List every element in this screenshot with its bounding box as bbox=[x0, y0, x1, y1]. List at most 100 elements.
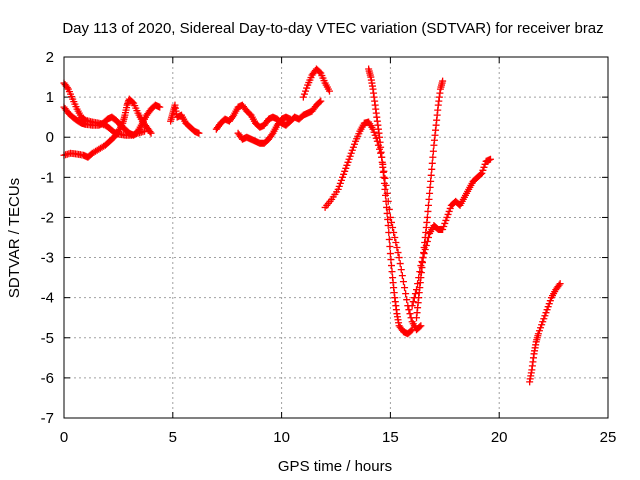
series-track-9 bbox=[365, 65, 416, 338]
y-tick-label: 2 bbox=[46, 49, 54, 66]
data-point bbox=[541, 312, 549, 320]
data-point bbox=[316, 98, 324, 106]
series-track-4 bbox=[167, 101, 203, 137]
data-point bbox=[535, 327, 543, 335]
data-point bbox=[156, 103, 164, 111]
data-point bbox=[446, 204, 454, 212]
data-point bbox=[443, 213, 451, 221]
data-point bbox=[342, 164, 350, 172]
data-point bbox=[480, 163, 488, 171]
data-point bbox=[424, 234, 432, 241]
data-point bbox=[317, 97, 325, 105]
data-point bbox=[440, 222, 448, 230]
data-point bbox=[396, 260, 404, 268]
data-point bbox=[339, 173, 347, 181]
data-point bbox=[388, 268, 396, 276]
data-point bbox=[425, 195, 433, 203]
data-point bbox=[408, 302, 416, 310]
data-point bbox=[397, 266, 405, 274]
data-point bbox=[384, 221, 392, 229]
data-point bbox=[348, 146, 356, 154]
data-point bbox=[414, 280, 422, 288]
data-points bbox=[60, 65, 564, 386]
data-point bbox=[383, 203, 391, 211]
y-tick-label: -1 bbox=[41, 169, 54, 186]
data-point bbox=[345, 155, 353, 163]
data-point bbox=[421, 246, 429, 254]
y-tick-label: -6 bbox=[41, 370, 54, 387]
data-point bbox=[415, 274, 423, 282]
data-point bbox=[403, 296, 411, 304]
chart-title: Day 113 of 2020, Sidereal Day-to-day VTE… bbox=[62, 20, 603, 37]
data-point bbox=[147, 129, 155, 137]
data-point bbox=[387, 256, 395, 264]
data-point bbox=[426, 183, 434, 191]
data-point bbox=[387, 218, 395, 226]
data-point bbox=[316, 68, 324, 76]
data-point bbox=[146, 128, 154, 136]
x-tick-label: 10 bbox=[273, 429, 290, 446]
data-point bbox=[427, 171, 435, 179]
y-tick-label: 1 bbox=[46, 89, 54, 106]
data-point bbox=[416, 268, 424, 276]
x-tick-label: 25 bbox=[600, 429, 617, 446]
data-point bbox=[372, 134, 380, 142]
series-track-3 bbox=[60, 95, 155, 161]
data-point bbox=[545, 300, 553, 308]
data-point bbox=[343, 161, 351, 169]
data-point bbox=[419, 254, 427, 262]
data-point bbox=[387, 262, 395, 270]
data-point bbox=[539, 318, 547, 326]
data-point bbox=[418, 258, 426, 266]
series-track-5 bbox=[212, 97, 325, 133]
data-point bbox=[335, 182, 343, 190]
data-point bbox=[429, 147, 437, 155]
data-point bbox=[479, 166, 487, 174]
data-point bbox=[229, 113, 237, 121]
data-point bbox=[410, 294, 418, 302]
plot-frame bbox=[63, 56, 609, 419]
data-point bbox=[349, 143, 357, 151]
series-track-6 bbox=[234, 113, 294, 147]
y-axis-label: SDTVAR / TECUs bbox=[6, 178, 23, 298]
data-point bbox=[391, 234, 399, 241]
data-point bbox=[299, 93, 307, 101]
data-point bbox=[428, 165, 436, 173]
data-point bbox=[129, 98, 137, 106]
data-point bbox=[444, 210, 452, 218]
x-tick-label: 20 bbox=[491, 429, 508, 446]
data-point bbox=[542, 309, 550, 317]
data-point bbox=[420, 250, 428, 258]
data-point bbox=[401, 284, 409, 292]
data-point bbox=[402, 290, 410, 298]
x-tick-label: 15 bbox=[382, 429, 399, 446]
data-point bbox=[543, 306, 551, 314]
series-track-11 bbox=[408, 155, 494, 310]
data-point bbox=[417, 322, 425, 330]
data-point bbox=[370, 128, 378, 136]
data-point bbox=[113, 129, 121, 137]
data-point bbox=[350, 140, 358, 148]
data-point bbox=[303, 84, 311, 92]
data-point bbox=[63, 84, 71, 92]
data-point bbox=[384, 215, 392, 223]
data-point bbox=[399, 278, 407, 286]
data-point bbox=[380, 173, 388, 181]
x-tick-label: 5 bbox=[169, 429, 177, 446]
data-point bbox=[383, 209, 391, 217]
grid bbox=[64, 57, 608, 418]
data-point bbox=[427, 177, 435, 185]
data-point bbox=[381, 185, 389, 193]
data-point bbox=[300, 90, 308, 98]
x-axis-label: GPS time / hours bbox=[278, 458, 392, 475]
data-point bbox=[555, 281, 563, 289]
data-point bbox=[341, 167, 349, 175]
data-point bbox=[395, 254, 403, 262]
data-point bbox=[382, 197, 390, 205]
data-point bbox=[347, 149, 355, 157]
data-point bbox=[540, 315, 548, 323]
data-point bbox=[429, 153, 437, 161]
data-point bbox=[441, 219, 449, 227]
data-point bbox=[416, 323, 424, 331]
